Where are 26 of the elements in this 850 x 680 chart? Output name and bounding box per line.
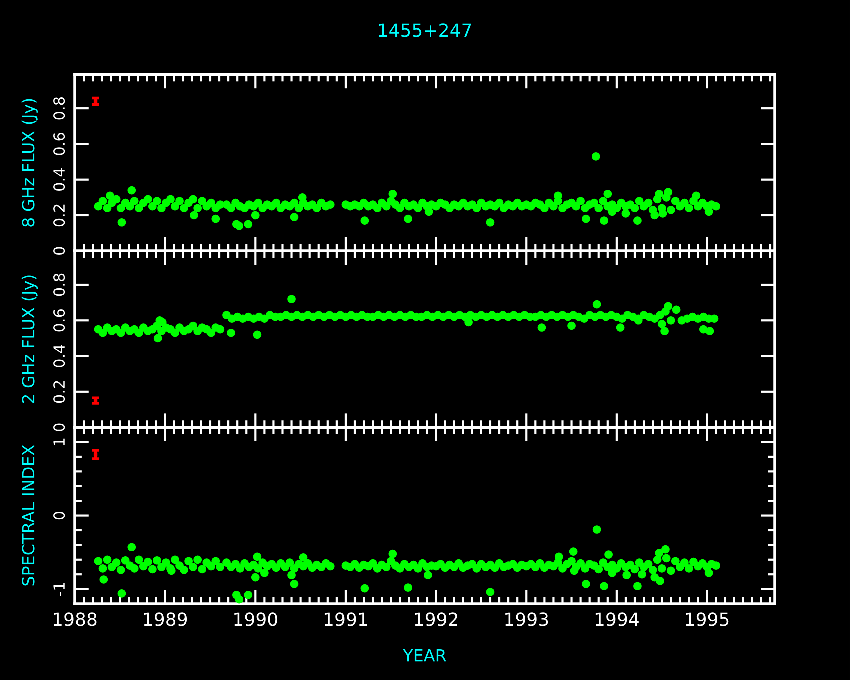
y-tick-label: 0.2: [54, 381, 66, 404]
y-tick-label: 0.6: [54, 309, 66, 332]
y-tick-label: 0.2: [54, 204, 66, 227]
y-tick-label: 0.6: [54, 133, 66, 156]
chart-title: 1455+247: [379, 24, 472, 38]
y-tick-label: 0: [54, 512, 66, 520]
x-tick-label: 1993: [506, 612, 548, 626]
x-tick-label: 1990: [234, 612, 278, 626]
y-tick-label: 0: [54, 424, 66, 432]
x-tick-label: 1991: [324, 612, 368, 626]
y-tick-label: -1: [54, 583, 65, 596]
y-tick-label: 0.4: [54, 344, 66, 368]
x-tick-label: 1988: [54, 612, 97, 626]
x-tick-label: 1992: [415, 612, 458, 626]
y-tick-label: 0.8: [54, 97, 66, 120]
x-tick-label: 1995: [686, 612, 729, 626]
x-tick-label: 1994: [596, 612, 639, 626]
x-tick-label: 1989: [144, 612, 188, 626]
x-axis-title: YEAR: [403, 650, 446, 662]
y-tick-label: 0: [54, 247, 66, 255]
y-axis-title: 2 GHz FLUX (Jy): [22, 276, 38, 404]
y-tick-label: 1: [54, 438, 65, 446]
y-tick-label: 0.4: [54, 168, 66, 191]
y-tick-label: 0.8: [54, 274, 66, 296]
y-axis-title: SPECTRAL INDEX: [22, 445, 35, 586]
y-axis-title: 8 GHz FLUX (Jy): [22, 99, 38, 227]
